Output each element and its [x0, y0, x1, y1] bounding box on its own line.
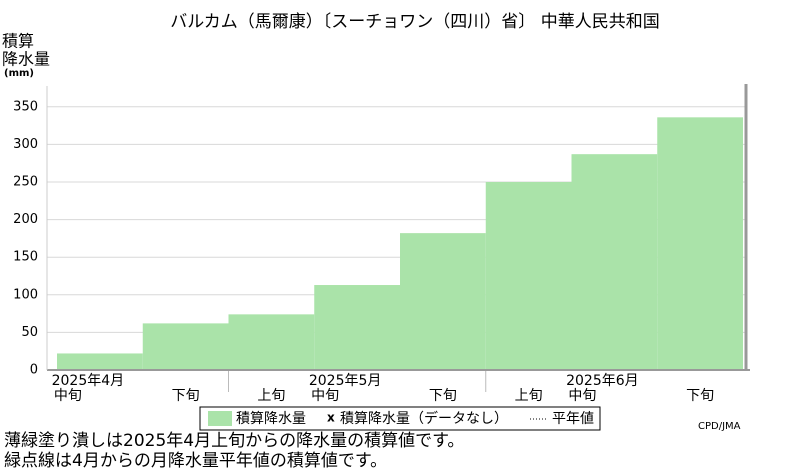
x-tick-label: 中旬 [311, 388, 339, 404]
y-tick-label: 100 [13, 287, 38, 302]
x-tick-label: 下旬 [686, 388, 714, 404]
source: CPD/JMA [698, 421, 741, 432]
x-tick-label: 上旬 [257, 388, 285, 404]
bar [57, 353, 143, 370]
bar [400, 233, 486, 370]
legend-box [199, 406, 601, 431]
y-tick-label: 200 [13, 212, 38, 227]
bar [657, 117, 743, 370]
bar [314, 285, 400, 370]
legend-marker: x [327, 411, 335, 425]
y-axis-label: 降水量 [2, 50, 50, 69]
month-label: 2025年6月 [566, 373, 639, 389]
y-tick-label: 0 [30, 363, 38, 378]
note: 薄緑塗り潰しは2025年4月上旬からの降水量の積算値です。 [4, 430, 464, 451]
month-label: 2025年4月 [52, 373, 125, 389]
x-tick-label: 上旬 [515, 388, 543, 404]
y-axis-label: (mm) [4, 68, 34, 79]
bar [142, 323, 229, 370]
x-tick-label: 中旬 [54, 388, 82, 404]
note: 緑点線は4月からの月降水量平年値の積算値です。 [4, 451, 387, 470]
y-axis-label: 積算 [2, 32, 34, 51]
chart-title: バルカム（馬爾康）〔スーチョワン（四川）省〕 中華人民共和国 [170, 12, 659, 32]
x-tick-label: 下旬 [429, 388, 457, 404]
x-tick-label: 下旬 [172, 388, 200, 404]
x-tick-label: 中旬 [568, 388, 596, 404]
legend-label: 積算降水量（データなし） [340, 410, 508, 427]
legend-label: 平年値 [552, 411, 594, 427]
bar [228, 314, 315, 370]
bar [485, 182, 572, 370]
month-label: 2025年5月 [309, 373, 382, 389]
y-tick-label: 250 [13, 175, 38, 190]
legend-swatch [208, 411, 232, 426]
bar [571, 154, 658, 370]
y-tick-label: 50 [21, 325, 38, 340]
y-tick-label: 150 [13, 250, 38, 265]
y-tick-label: 350 [13, 99, 38, 114]
legend-label: 積算降水量 [236, 411, 306, 427]
y-tick-label: 300 [13, 137, 38, 152]
